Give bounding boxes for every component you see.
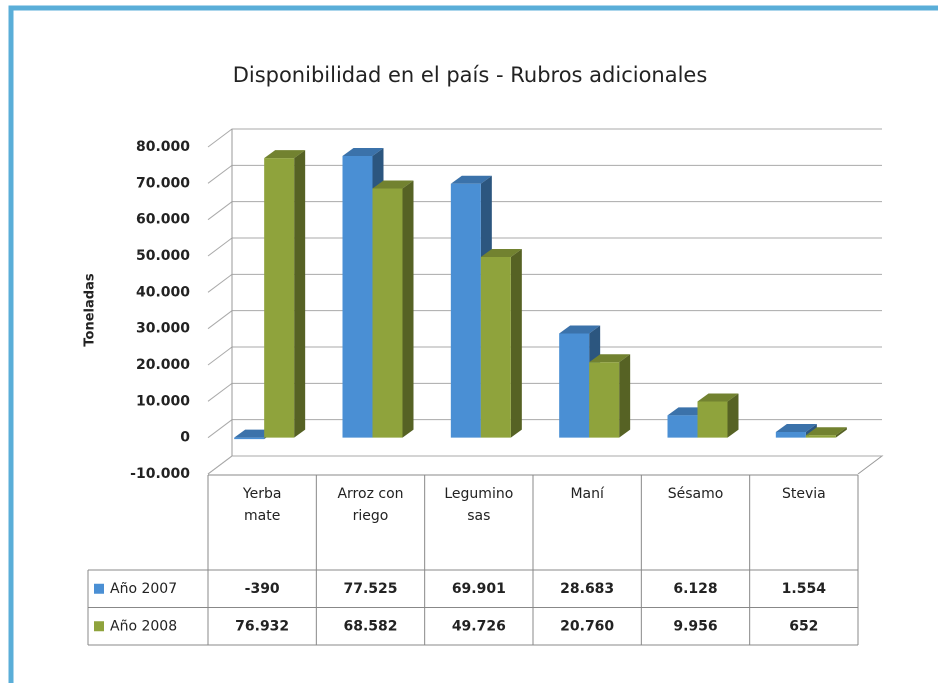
bar xyxy=(264,150,306,438)
bar-face xyxy=(559,325,601,334)
bar-face xyxy=(342,155,373,438)
bar xyxy=(372,180,414,438)
bar xyxy=(589,354,631,438)
x-tick-label: Leguminosas xyxy=(444,486,514,524)
bar-face xyxy=(480,248,522,257)
y-tick-label: 60.000 xyxy=(136,212,190,228)
bar-face xyxy=(264,158,295,438)
grid-line xyxy=(207,310,882,330)
y-tick-label: 20.000 xyxy=(136,357,190,373)
table-value: 68.582 xyxy=(343,618,397,634)
bar-face xyxy=(775,432,806,438)
bar-face xyxy=(510,248,522,438)
bar xyxy=(697,393,739,438)
bar-face xyxy=(835,427,847,438)
table-value: 9.956 xyxy=(673,618,717,634)
y-tick-label: 50.000 xyxy=(136,248,190,264)
legend-label: Año 2008 xyxy=(110,618,177,634)
bar-face xyxy=(450,183,481,438)
bar-face xyxy=(805,427,847,436)
bar-face xyxy=(402,180,414,438)
bar-face xyxy=(619,354,631,438)
grid-line xyxy=(207,273,882,293)
grid-line xyxy=(207,237,882,257)
bar-face xyxy=(480,256,511,438)
bar-face xyxy=(727,393,739,438)
x-tick-label: Arroz con riego xyxy=(337,486,404,524)
bar-face xyxy=(697,401,728,438)
bar-face xyxy=(450,175,492,184)
bar-face xyxy=(372,180,414,189)
table-value: -390 xyxy=(245,581,280,597)
grid-line xyxy=(207,346,882,366)
bar-face xyxy=(342,147,384,156)
bar-face xyxy=(264,150,306,159)
y-tick-label: 30.000 xyxy=(136,321,190,337)
bar-face xyxy=(559,333,590,438)
table-value: 77.525 xyxy=(343,581,397,597)
table-value: 1.554 xyxy=(782,581,827,597)
frame xyxy=(8,5,938,683)
grid-line xyxy=(207,164,882,184)
grid-line xyxy=(207,201,882,221)
bar-face xyxy=(589,354,631,363)
y-tick-label: 80.000 xyxy=(136,139,190,155)
x-tick-label: Sésamo xyxy=(667,486,724,502)
bar-face xyxy=(775,424,817,433)
chart-title: Disponibilidad en el país - Rubros adici… xyxy=(233,63,708,87)
bar-face xyxy=(234,437,265,440)
table-value: 49.726 xyxy=(452,618,506,634)
x-tick-label: Maní xyxy=(570,486,604,502)
y-tick-label: 0 xyxy=(180,430,190,446)
bar-face xyxy=(372,188,403,438)
grid-line xyxy=(207,128,882,148)
y-tick-label: 10.000 xyxy=(136,393,190,409)
back-wall-edge xyxy=(207,455,884,475)
legend-swatch xyxy=(94,583,104,594)
y-tick-label: -10.000 xyxy=(130,466,190,482)
grid-line xyxy=(207,382,882,402)
legend-label: Año 2007 xyxy=(110,581,177,597)
bar xyxy=(480,248,522,438)
table-value: 69.901 xyxy=(452,581,506,597)
legend-swatch xyxy=(94,621,104,632)
bar-face xyxy=(697,393,739,402)
y-tick-label: 70.000 xyxy=(136,175,190,191)
table-value: 652 xyxy=(789,618,818,634)
bar-face xyxy=(294,150,306,438)
grid-line xyxy=(207,455,882,475)
y-axis-label: Toneladas xyxy=(83,273,98,346)
bar-face xyxy=(667,415,698,438)
x-tick-label: Stevia xyxy=(781,486,826,502)
table-value: 76.932 xyxy=(235,618,289,634)
y-tick-label: 40.000 xyxy=(136,284,190,300)
table-value: 28.683 xyxy=(560,581,614,597)
table-value: 6.128 xyxy=(673,581,717,597)
bar xyxy=(805,427,847,438)
table-value: 20.760 xyxy=(560,618,614,634)
x-tick-label: Yerba mate xyxy=(242,486,282,524)
bar-face xyxy=(589,362,620,438)
bar-face xyxy=(805,435,836,438)
